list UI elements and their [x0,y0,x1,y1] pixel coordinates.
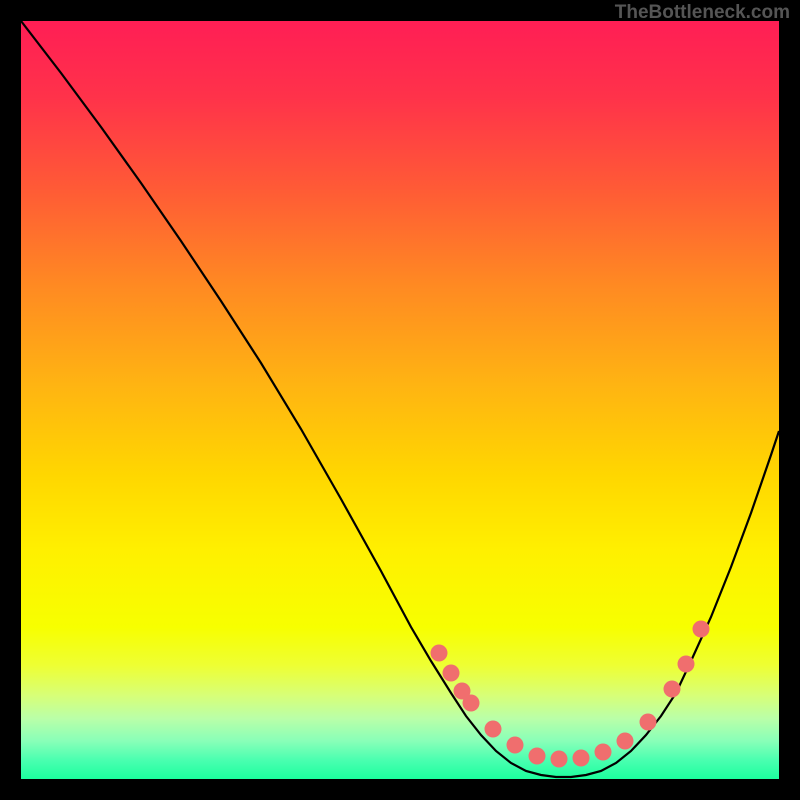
data-marker [443,665,460,682]
data-marker [595,744,612,761]
data-marker [507,737,524,754]
bottleneck-chart-svg [21,21,779,779]
data-marker [463,695,480,712]
data-marker [551,751,568,768]
data-marker [485,721,502,738]
data-marker [693,621,710,638]
data-marker [640,714,657,731]
data-marker [664,681,681,698]
chart-container: TheBottleneck.com [0,0,800,800]
data-marker [678,656,695,673]
data-marker [573,750,590,767]
data-marker [431,645,448,662]
gradient-background [21,21,779,779]
data-marker [617,733,634,750]
data-marker [529,748,546,765]
chart-plot-area [21,21,779,779]
watermark-text: TheBottleneck.com [615,2,790,24]
